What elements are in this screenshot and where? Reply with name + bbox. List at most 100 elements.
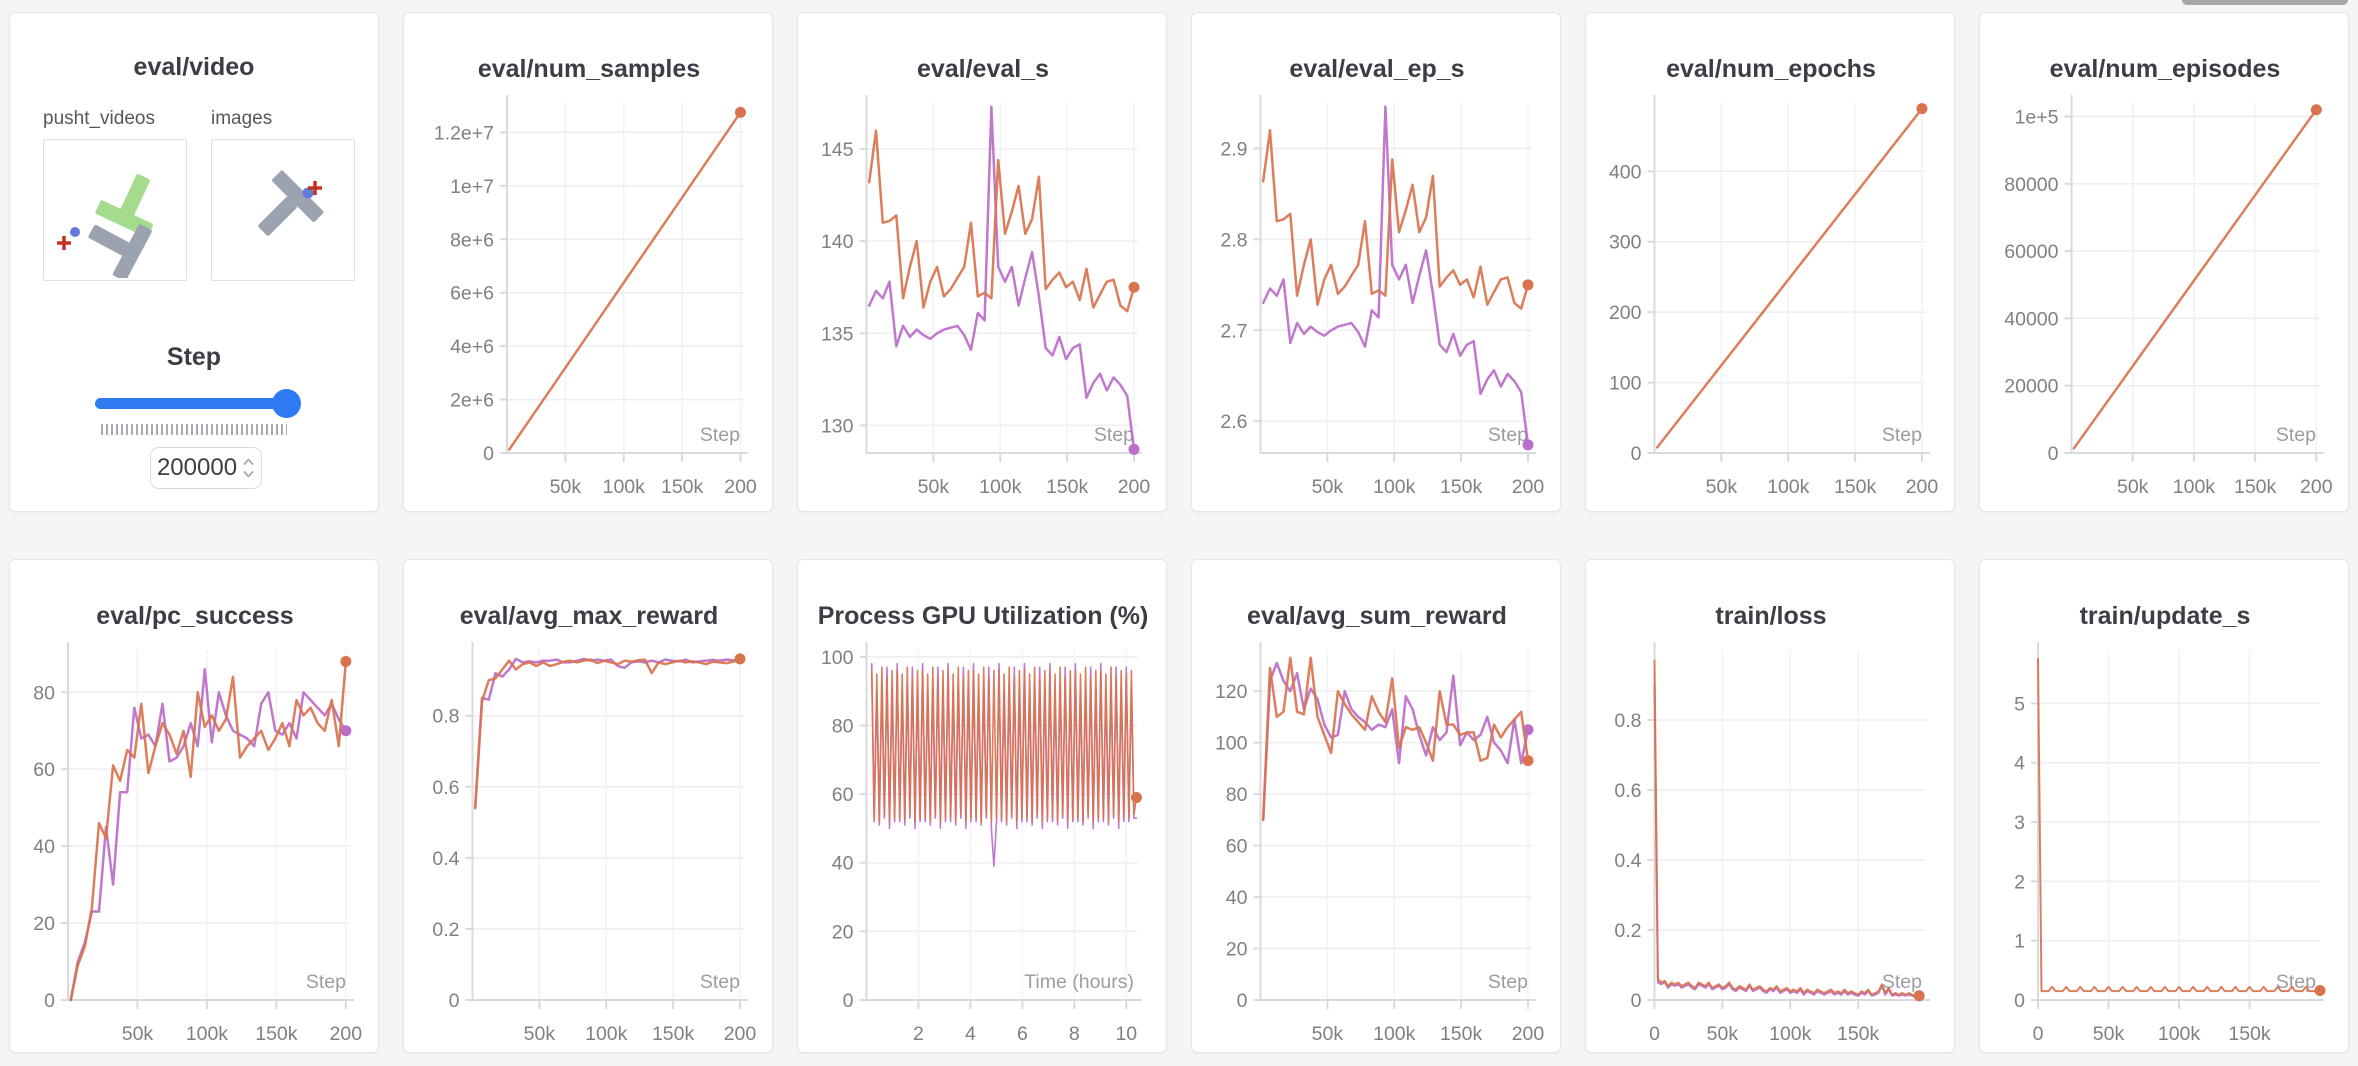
- video-thumbnail-pusht[interactable]: [43, 139, 187, 282]
- y-tick-label: 60000: [2004, 241, 2058, 263]
- chart-canvas[interactable]: eval/eval_s 50k 100k 150k 200 130 135 140 145 Ste…: [798, 13, 1167, 510]
- y-tick-label: 0: [449, 990, 460, 1012]
- slider-knob[interactable]: [272, 389, 301, 418]
- series-end-dot-orange: [1130, 792, 1142, 804]
- chart-panel-eval-num-epochs[interactable]: eval/num_epochs 50k 100k 150k 200 0 100 200 300 4…: [1585, 12, 1955, 512]
- green-t-shape: [95, 174, 153, 238]
- series-line-orange: [1261, 129, 1530, 310]
- step-slider[interactable]: [95, 388, 301, 418]
- x-axis-label: Step: [1488, 971, 1528, 993]
- chart-panel-eval-avg-sum-reward[interactable]: eval/avg_sum_reward 50k 100k 150k 200 0 20 40 60…: [1191, 559, 1561, 1053]
- chart-canvas[interactable]: train/update_s 0 50k 100k 150k 0 1 2 3 4 5 Step: [1980, 560, 2349, 1053]
- chart-panel-process-gpu-utilization-[interactable]: Process GPU Utilization (%) 2 4 6 8 10 0 20 40 60…: [797, 559, 1167, 1053]
- y-tick-label: 0.6: [1614, 780, 1641, 802]
- x-axis-label: Step: [2276, 971, 2316, 993]
- x-tick-label: 100k: [2158, 1023, 2201, 1045]
- x-tick-label: 2: [913, 1023, 924, 1045]
- slider-track[interactable]: [95, 398, 293, 409]
- chart-panel-eval-avg-max-reward[interactable]: eval/avg_max_reward 50k 100k 150k 200 0 0.2 0.4…: [403, 559, 773, 1053]
- y-tick-label: 0.2: [432, 919, 459, 941]
- y-tick-label: 135: [821, 323, 854, 345]
- chart-canvas[interactable]: eval/eval_ep_s 50k 100k 150k 200 2.6 2.7 2.8 2.9…: [1192, 13, 1561, 510]
- x-tick-label: 50k: [524, 1023, 556, 1045]
- series-line-purple: [1261, 105, 1530, 447]
- y-tick-label: 8e+6: [450, 229, 494, 251]
- y-tick-label: 4: [2014, 753, 2025, 775]
- y-tick-label: 4e+6: [450, 336, 494, 358]
- series-line-purple: [473, 657, 742, 810]
- goal-cross-icon: [57, 236, 71, 250]
- media-panel-eval-video[interactable]: eval/video pusht_videos: [9, 12, 379, 512]
- y-tick-label: 5: [2014, 693, 2025, 715]
- step-input[interactable]: 200000: [150, 447, 262, 489]
- x-tick-label: 200: [724, 1023, 757, 1045]
- series-line-orange: [1261, 656, 1530, 822]
- chart-canvas[interactable]: eval/avg_max_reward 50k 100k 150k 200 0 0.2 0.4…: [404, 560, 773, 1053]
- chart-canvas[interactable]: train/loss 0 50k 100k 150k 0 0.2 0.4 0.6 0.8 Step: [1586, 560, 1955, 1053]
- y-tick-label: 1e+5: [2015, 106, 2059, 128]
- x-tick-label: 200: [1906, 476, 1939, 498]
- y-tick-label: 100: [1215, 733, 1248, 755]
- series-line-purple: [69, 667, 348, 1002]
- chart-title: eval/num_samples: [478, 55, 700, 83]
- x-axis-label: Step: [2276, 424, 2316, 446]
- series-end-dot-orange: [1128, 281, 1140, 293]
- chart-panel-eval-pc-success[interactable]: eval/pc_success 50k 100k 150k 200 0 20 40 60 80 St…: [9, 559, 379, 1053]
- stepper-arrows-icon[interactable]: [242, 456, 255, 480]
- y-tick-label: 120: [1215, 681, 1248, 703]
- x-tick-label: 100k: [186, 1023, 229, 1045]
- y-tick-label: 40: [33, 836, 55, 858]
- chart-panel-eval-eval-ep-s[interactable]: eval/eval_ep_s 50k 100k 150k 200 2.6 2.7 2.8 2.9…: [1191, 12, 1561, 512]
- video-thumbnail-images[interactable]: [211, 139, 355, 281]
- chart-title: eval/num_episodes: [2050, 55, 2281, 83]
- step-slider-label: Step: [166, 343, 222, 371]
- y-tick-label: 20: [33, 913, 55, 935]
- series-line-orange: [1653, 659, 1921, 998]
- x-tick-label: 200: [724, 476, 757, 498]
- chart-canvas[interactable]: Process GPU Utilization (%)2 4 6 8 100204060…: [798, 560, 1167, 1053]
- x-tick-label: 200: [1512, 1023, 1545, 1045]
- series-line-purple: [1261, 661, 1530, 822]
- chart-panel-train-loss[interactable]: train/loss 0 50k 100k 150k 0 0.2 0.4 0.6 0.8 Step: [1585, 559, 1955, 1053]
- chart-panel-train-update-s[interactable]: train/update_s 0 50k 100k 150k 0 1 2 3 4 5 Step: [1979, 559, 2349, 1053]
- scrollbar-fragment: [2182, 0, 2348, 5]
- y-tick-label: 200: [1609, 302, 1642, 324]
- step-input-value: 200000: [156, 454, 238, 481]
- y-tick-label: 0: [2048, 443, 2059, 465]
- y-tick-label: 2.8: [1220, 229, 1247, 251]
- chart-canvas[interactable]: eval/num_epochs 50k 100k 150k 200 0 100 200 300 4…: [1586, 13, 1955, 510]
- y-tick-label: 20: [832, 921, 854, 943]
- x-tick-label: 150k: [1440, 476, 1483, 498]
- y-tick-label: 0.8: [1614, 710, 1641, 732]
- x-axis-label: Step: [1488, 424, 1528, 446]
- x-tick-label: 200: [1118, 476, 1151, 498]
- chart-panel-eval-num-samples[interactable]: eval/num_samples 50k 100k 150k 200 0 2e+6 4e+6 6…: [403, 12, 773, 512]
- series-end-dot-orange: [2310, 104, 2322, 116]
- chart-panel-eval-num-episodes[interactable]: eval/num_episodes 50k 100k 150k 200 0 20000 400…: [1979, 12, 2349, 512]
- x-tick-label: 150k: [1837, 1023, 1880, 1045]
- series-end-dot-orange: [734, 653, 746, 665]
- series-line-orange: [870, 666, 1138, 823]
- agent-dot: [70, 227, 80, 237]
- chart-canvas[interactable]: eval/num_samples 50k 100k 150k 200 0 2e+6 4e+6 6…: [404, 13, 773, 510]
- x-tick-label: 150k: [1440, 1023, 1483, 1045]
- y-tick-label: 145: [821, 139, 854, 161]
- y-tick-label: 3: [2014, 812, 2025, 834]
- x-tick-label: 50k: [2093, 1023, 2125, 1045]
- chart-canvas[interactable]: eval/num_episodes 50k 100k 150k 200 0 20000 400…: [1980, 13, 2349, 510]
- y-tick-label: 60: [832, 784, 854, 806]
- y-tick-label: 60: [33, 759, 55, 781]
- chart-panel-eval-eval-s[interactable]: eval/eval_s 50k 100k 150k 200 130 135 140 145 Ste…: [797, 12, 1167, 512]
- series-line-orange: [69, 660, 348, 1002]
- x-tick-label: 50k: [122, 1023, 154, 1045]
- series-line-orange: [508, 111, 742, 451]
- y-tick-label: 2: [2014, 871, 2025, 893]
- chart-canvas[interactable]: eval/pc_success 50k 100k 150k 200 0 20 40 60 80 St…: [10, 560, 379, 1053]
- x-tick-label: 50k: [1707, 1023, 1739, 1045]
- chart-canvas[interactable]: eval/avg_sum_reward 50k 100k 150k 200 0 20 40 60…: [1192, 560, 1561, 1053]
- series-end-dot-orange: [1913, 990, 1925, 1002]
- x-tick-label: 100k: [585, 1023, 628, 1045]
- chart-title: eval/avg_sum_reward: [1247, 602, 1507, 630]
- x-axis-label: Step: [700, 424, 740, 446]
- y-tick-label: 60: [1226, 836, 1248, 858]
